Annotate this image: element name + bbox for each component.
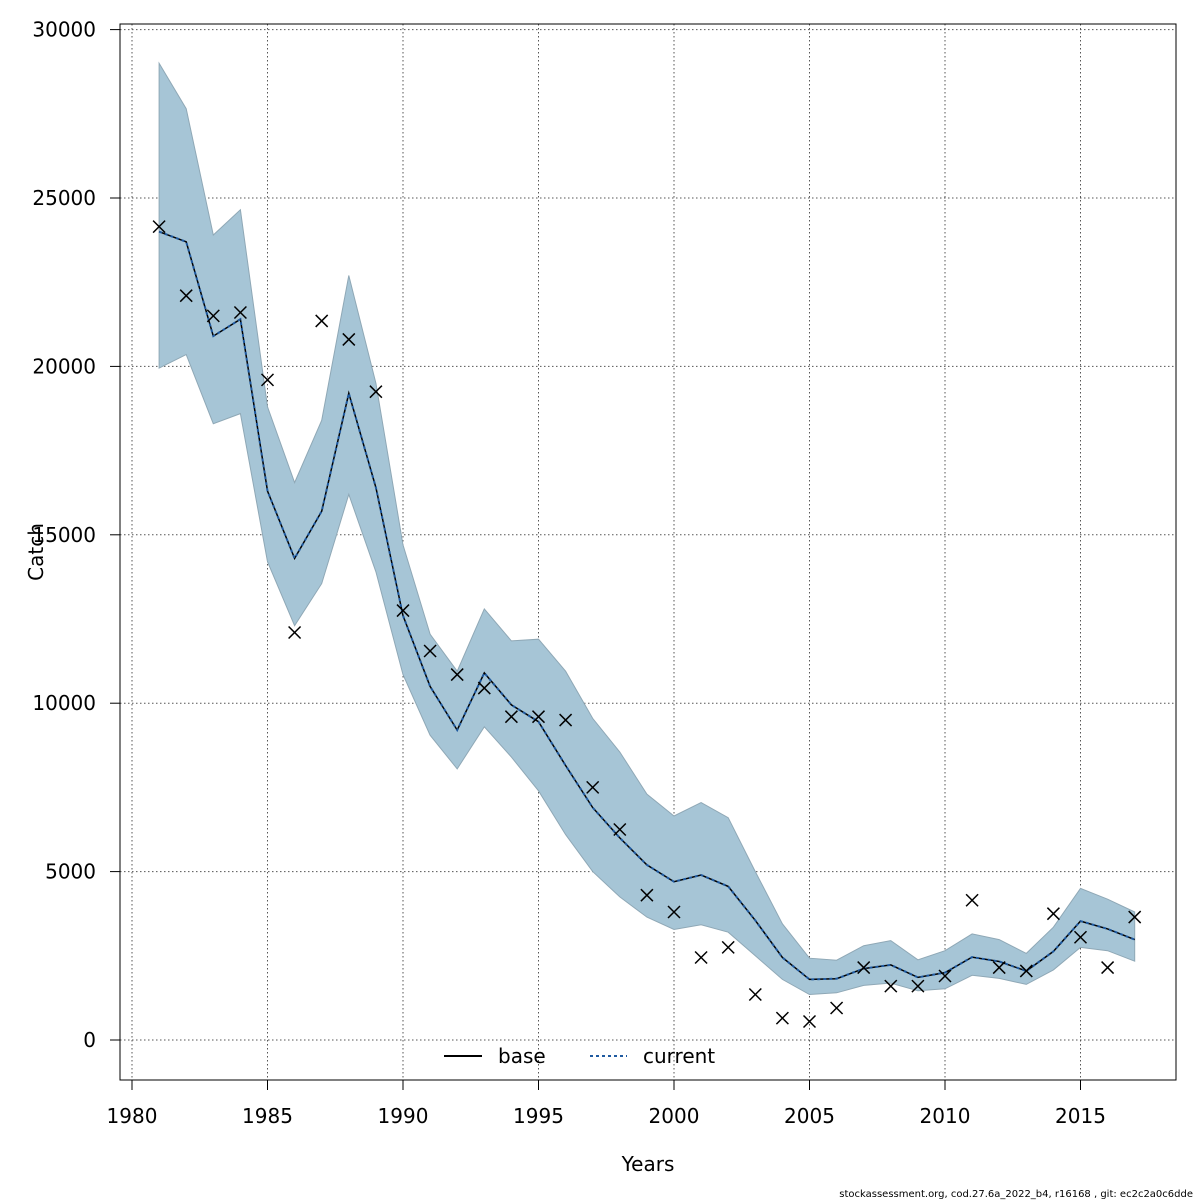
- x-tick-label: 1990: [378, 1104, 429, 1128]
- legend: base current: [444, 1044, 715, 1068]
- observed-point: [342, 332, 356, 346]
- observed-point: [1101, 961, 1115, 975]
- observed-point: [423, 644, 437, 658]
- observed-point: [802, 1014, 817, 1029]
- current-series-line: [158, 230, 1136, 981]
- y-tick-label: 25000: [32, 186, 96, 210]
- x-axis-title: Years: [621, 1152, 675, 1176]
- x-tick-label: 1995: [513, 1104, 564, 1128]
- observed-points: [152, 220, 1142, 1029]
- observed-point: [586, 780, 600, 794]
- y-axis: 0 5000 10000 15000 20000 25000 30000: [32, 18, 121, 1052]
- x-tick-label: 1980: [107, 1104, 158, 1128]
- footer-text: stockassessment.org, cod.27.6a_2022_b4, …: [839, 1189, 1193, 1200]
- observed-point: [857, 961, 871, 975]
- observed-point: [450, 668, 464, 682]
- observed-point: [667, 905, 681, 919]
- observed-point: [531, 710, 546, 724]
- observed-point: [396, 604, 410, 618]
- observed-point: [1019, 964, 1033, 978]
- observed-point: [721, 940, 735, 954]
- observed-point: [965, 893, 979, 907]
- observed-point: [911, 979, 925, 993]
- x-tick-label: 2015: [1055, 1104, 1106, 1128]
- y-tick-label: 15000: [32, 523, 96, 547]
- observed-point: [938, 969, 952, 983]
- y-tick-label: 30000: [32, 18, 96, 42]
- y-tick-label: 10000: [32, 691, 96, 715]
- observed-point: [640, 888, 654, 902]
- observed-point: [477, 681, 491, 695]
- observed-point: [369, 385, 383, 399]
- x-axis: 1980 1985 1990 1995 2000 2005 2010 2015: [107, 1079, 1106, 1128]
- x-tick-label: 1985: [242, 1104, 293, 1128]
- observed-point: [260, 373, 275, 387]
- confidence-band: [158, 61, 1136, 996]
- y-tick-label: 5000: [45, 860, 96, 884]
- y-tick-label: 0: [83, 1028, 96, 1052]
- x-tick-label: 2000: [649, 1104, 700, 1128]
- observed-point: [179, 289, 193, 303]
- observed-point: [992, 961, 1006, 975]
- observed-point: [694, 950, 708, 965]
- observed-point: [206, 309, 220, 323]
- x-tick-label: 2010: [920, 1104, 971, 1128]
- observed-point: [315, 314, 329, 328]
- observed-point: [1046, 907, 1060, 921]
- observed-point: [748, 988, 762, 1002]
- observed-point: [775, 1011, 789, 1025]
- observed-point: [1128, 910, 1142, 924]
- y-axis-title: Catch: [24, 523, 48, 581]
- observed-point: [504, 710, 518, 724]
- observed-point: [830, 1001, 844, 1015]
- observed-point: [559, 713, 573, 727]
- legend-current-label: current: [643, 1044, 715, 1068]
- legend-base-label: base: [498, 1044, 546, 1068]
- observed-point: [613, 822, 627, 837]
- observed-point: [233, 305, 247, 320]
- y-tick-label: 20000: [32, 354, 96, 378]
- observed-point: [152, 220, 166, 234]
- observed-point: [884, 979, 898, 993]
- observed-point: [1073, 930, 1088, 944]
- observed-point: [288, 625, 302, 640]
- x-tick-label: 2005: [784, 1104, 835, 1128]
